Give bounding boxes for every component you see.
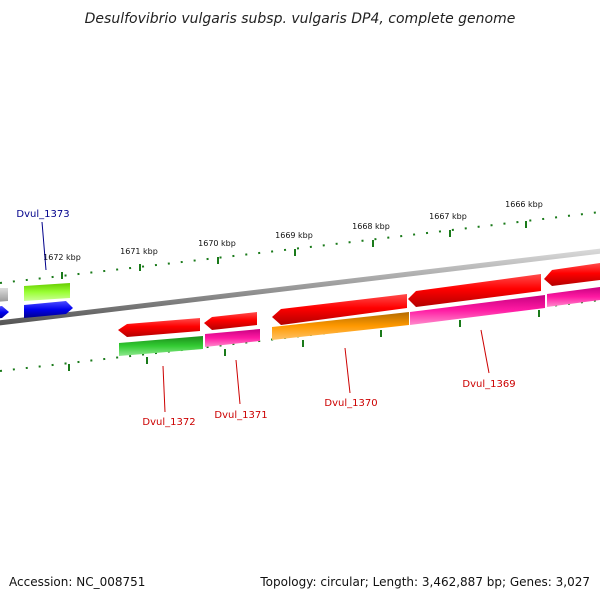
cds-arrow-blue[interactable] [24,301,73,318]
genome-backbone [0,248,600,326]
forward-cds-track [0,263,600,337]
scale-label-1672-kbp: 1672 kbp [43,253,81,262]
leader-dvul-1373 [41,221,47,271]
cog-block-pink[interactable] [547,287,600,307]
gene-label-dvul-1372[interactable]: Dvul_1372 [142,417,195,428]
scale-labels: 1666 kbp 1667 kbp 1668 kbp 1669 kbp 1670… [43,200,543,262]
leader-dvul-1370 [344,347,351,394]
gene-label-dvul-1370[interactable]: Dvul_1370 [324,398,377,409]
cog-block-pink[interactable] [410,295,545,325]
gene-label-dvul-1373[interactable]: Dvul_1373 [16,209,69,220]
leader-dvul-1372 [162,365,166,413]
scale-label-1670-kbp: 1670 kbp [198,239,236,248]
cds-arrow-red-reverse[interactable] [408,274,541,307]
cog-block-green[interactable] [119,336,203,356]
gene-label-dvul-1369[interactable]: Dvul_1369 [462,379,515,390]
leader-dvul-1371 [235,359,241,405]
cds-arrow-red-reverse[interactable] [204,312,257,330]
scale-label-1667-kbp: 1667 kbp [429,212,467,221]
scale-label-1668-kbp: 1668 kbp [352,222,390,231]
label-leaders [41,221,490,413]
cds-arrow-red-reverse[interactable] [118,318,200,337]
outer-major-ticks [61,221,527,279]
accession-text: Accession: NC_008751 [9,575,145,589]
scale-label-1669-kbp: 1669 kbp [275,231,313,240]
gene-label-dvul-1371[interactable]: Dvul_1371 [214,410,267,421]
scale-label-1666-kbp: 1666 kbp [505,200,543,209]
scale-label-1671-kbp: 1671 kbp [120,247,158,256]
cds-arrow-red-reverse[interactable] [272,294,407,325]
outer-scale-track [0,211,600,284]
leader-dvul-1369 [480,329,490,374]
genome-summary-text: Topology: circular; Length: 3,462,887 bp… [259,575,590,589]
cds-arrow-red-reverse[interactable] [544,263,600,286]
inner-major-ticks [68,310,540,371]
gene-labels: Dvul_1373 Dvul_1372 Dvul_1371 Dvul_1370 … [16,209,515,428]
cog-category-track [119,287,600,356]
map-title: Desulfovibrio vulgaris subsp. vulgaris D… [85,11,516,27]
cog-block-orange[interactable] [272,312,409,340]
cds-arrow-lime[interactable] [24,283,70,301]
cds-arrow-gray[interactable] [0,288,8,302]
cds-arrow-blue-left[interactable] [0,306,9,319]
cog-block-pink[interactable] [205,329,260,347]
